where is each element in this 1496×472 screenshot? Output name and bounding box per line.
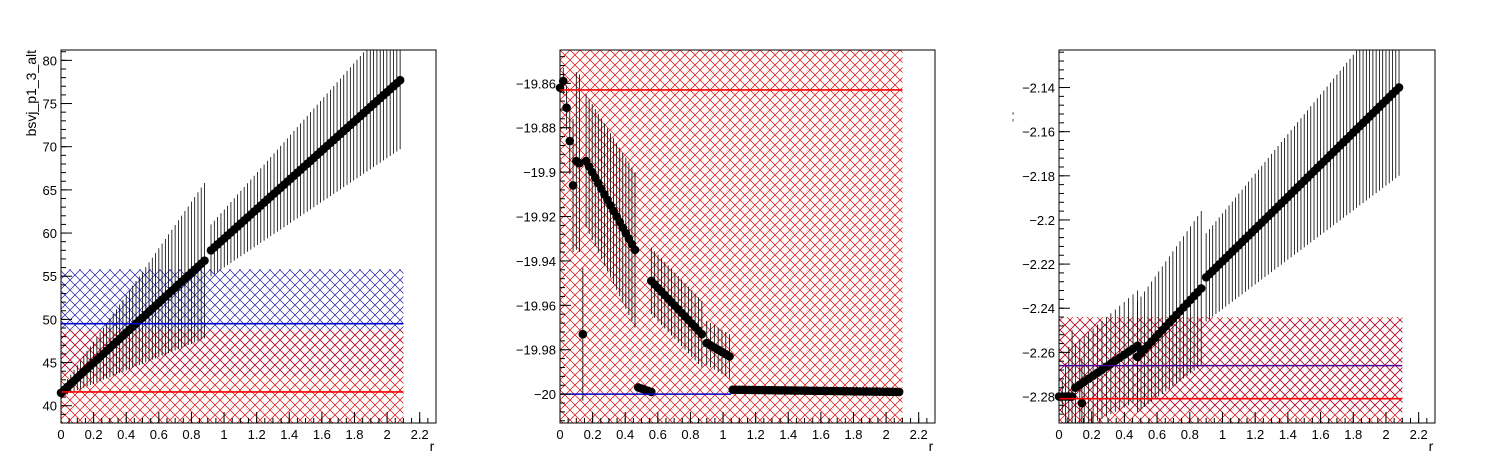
y-tick-label: −2.22 bbox=[1022, 257, 1055, 272]
y-tick-label: 65 bbox=[43, 183, 57, 198]
y-tick-label: −2.14 bbox=[1022, 81, 1055, 96]
axis-ticks: 0 0.2 0.4 0.6 0.8 1 1.2 1.4 1.6 1.8 2 2.2 40 45 50 55 60… bbox=[43, 51, 437, 442]
y-tick-label: −2.18 bbox=[1022, 169, 1055, 184]
x-tick-label: 0.2 bbox=[85, 427, 103, 442]
data-point bbox=[568, 181, 578, 190]
x-tick-label: 0.6 bbox=[1148, 427, 1166, 442]
y-tick-label: −2.2 bbox=[1029, 213, 1055, 228]
x-tick-label: 2 bbox=[383, 427, 390, 442]
x-tick-label: 1.8 bbox=[345, 427, 363, 442]
chart-panel-1: 0 0.2 0.4 0.6 0.8 1 1.2 1.4 1.6 1.8 2 2.2 40 45 50 55 60… bbox=[23, 49, 437, 454]
plot-layer bbox=[1054, 50, 1404, 423]
x-tick-label: 2.2 bbox=[411, 427, 429, 442]
data-point bbox=[1394, 83, 1404, 92]
x-tick-label: 1.8 bbox=[1344, 427, 1362, 442]
data-point bbox=[575, 158, 584, 168]
x-tick-label: 1.4 bbox=[280, 427, 298, 442]
x-tick-label: 1 bbox=[220, 427, 227, 442]
x-tick-label: 1.6 bbox=[812, 427, 830, 442]
x-axis-label: r bbox=[929, 438, 934, 454]
y-tick-label: −2.26 bbox=[1022, 345, 1055, 360]
x-tick-label: 1.6 bbox=[1312, 427, 1330, 442]
y-axis-label: bsvj_p1_3_alt bbox=[23, 50, 39, 137]
y-tick-label: 80 bbox=[43, 53, 57, 68]
y-tick-label: −19.9 bbox=[523, 165, 556, 180]
plot-layer bbox=[56, 50, 405, 423]
x-tick-label: 0.8 bbox=[681, 427, 699, 442]
y-tick-label: −19.96 bbox=[516, 298, 556, 313]
x-tick-label: 1.4 bbox=[779, 427, 797, 442]
data-point bbox=[395, 75, 405, 85]
x-tick-label: 0.8 bbox=[1181, 427, 1199, 442]
x-tick-label: 0.4 bbox=[616, 427, 634, 442]
x-tick-label: 2.2 bbox=[1410, 427, 1428, 442]
data-point bbox=[200, 256, 209, 265]
x-tick-label: 1 bbox=[719, 427, 726, 442]
data-point bbox=[578, 329, 588, 339]
x-tick-label: 1.2 bbox=[747, 427, 765, 442]
y-tick-label: −19.98 bbox=[516, 343, 556, 358]
x-tick-label: 0 bbox=[1055, 427, 1062, 442]
x-tick-label: 0.6 bbox=[649, 427, 667, 442]
y-tick-label: 75 bbox=[43, 97, 57, 112]
x-tick-label: 1.6 bbox=[313, 427, 331, 442]
data-point bbox=[725, 352, 734, 361]
x-tick-label: 0 bbox=[556, 427, 563, 442]
y-tick-label: 40 bbox=[43, 399, 57, 414]
band-red bbox=[560, 50, 903, 423]
y-tick-label: 45 bbox=[43, 356, 57, 371]
x-tick-label: 1.2 bbox=[1246, 427, 1264, 442]
x-tick-label: 0.4 bbox=[117, 427, 135, 442]
data-point bbox=[1196, 284, 1206, 293]
x-axis-label: r bbox=[430, 438, 435, 454]
x-tick-label: 1.2 bbox=[248, 427, 266, 442]
x-tick-label: 2 bbox=[1382, 427, 1389, 442]
x-tick-label: 0 bbox=[57, 427, 64, 442]
y-axis-label-fragment: ‐ ‐ bbox=[1007, 111, 1019, 122]
y-tick-label: −20 bbox=[534, 387, 556, 402]
x-tick-label: 2 bbox=[882, 427, 889, 442]
data-point bbox=[1077, 398, 1087, 408]
axis-ticks: 0 0.2 0.4 0.6 0.8 1 1.2 1.4 1.6 1.8 2 2.2 −20 −19.98 −… bbox=[516, 56, 936, 442]
chart-panel-3: 0 0.2 0.4 0.6 0.8 1 1.2 1.4 1.6 1.8 2 2.2 −2.28 −2.26… bbox=[1007, 49, 1436, 454]
data-point bbox=[894, 387, 904, 397]
y-tick-label: 60 bbox=[43, 226, 57, 241]
y-tick-label: −19.94 bbox=[516, 254, 556, 269]
data-point bbox=[630, 245, 640, 255]
y-tick-label: −2.24 bbox=[1022, 301, 1055, 316]
y-tick-label: −19.86 bbox=[516, 76, 556, 91]
x-axis-label: r bbox=[1429, 438, 1434, 454]
x-tick-label: 0.4 bbox=[1115, 427, 1133, 442]
x-tick-label: 0.8 bbox=[182, 427, 200, 442]
y-tick-label: −19.92 bbox=[516, 210, 556, 225]
x-tick-label: 2.2 bbox=[910, 427, 928, 442]
x-tick-label: 0.6 bbox=[150, 427, 168, 442]
band-red bbox=[1059, 317, 1403, 423]
x-tick-label: 1.4 bbox=[1279, 427, 1297, 442]
data-point bbox=[565, 136, 575, 146]
x-tick-label: 1 bbox=[1219, 427, 1226, 442]
x-tick-label: 1.8 bbox=[844, 427, 862, 442]
y-tick-label: 70 bbox=[43, 140, 57, 155]
y-tick-label: 50 bbox=[43, 312, 57, 327]
x-tick-label: 0.2 bbox=[584, 427, 602, 442]
y-tick-label: −19.88 bbox=[516, 121, 556, 136]
plot-layer bbox=[555, 50, 904, 423]
chart-panel-2: 0 0.2 0.4 0.6 0.8 1 1.2 1.4 1.6 1.8 2 2.2 −20 −19.98 −… bbox=[516, 49, 936, 454]
y-tick-label: −2.28 bbox=[1022, 390, 1055, 405]
data-point bbox=[697, 329, 707, 339]
y-tick-label: −2.16 bbox=[1022, 125, 1055, 140]
y-tick-label: 55 bbox=[43, 269, 57, 284]
axis-ticks: 0 0.2 0.4 0.6 0.8 1 1.2 1.4 1.6 1.8 2 2.2 −2.28 −2.26… bbox=[1022, 51, 1436, 442]
x-tick-label: 0.2 bbox=[1083, 427, 1101, 442]
